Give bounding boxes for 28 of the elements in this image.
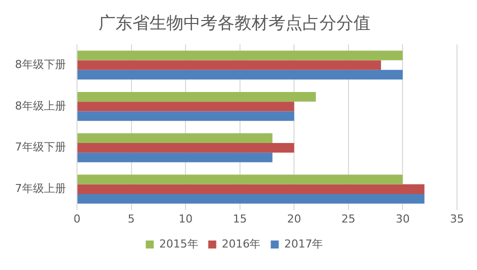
- x-tick-label: 15: [232, 212, 247, 226]
- x-tick-label: 35: [450, 212, 464, 226]
- bar: [78, 92, 316, 102]
- legend-label: 2016年: [222, 237, 261, 250]
- x-tick-label: 25: [341, 212, 356, 226]
- x-tick-label: 5: [128, 212, 135, 226]
- bar: [78, 174, 403, 184]
- y-tick-label: 8年级下册: [15, 58, 66, 71]
- y-tick-label: 7年级上册: [15, 182, 66, 195]
- legend-label: 2017年: [284, 237, 324, 250]
- x-tick-label: 30: [396, 212, 410, 226]
- legend-label: 2015年: [159, 237, 198, 250]
- bar: [78, 142, 294, 153]
- x-tick-label: 20: [287, 212, 302, 226]
- bar: [78, 152, 272, 162]
- bar: [78, 102, 294, 112]
- y-tick-label: 7年级下册: [15, 140, 66, 154]
- x-tick-label: 10: [178, 212, 193, 226]
- bar: [78, 184, 424, 194]
- bar: [78, 133, 272, 143]
- chart-title: 广东省生物中考各教材考点占分分值: [98, 14, 370, 34]
- y-tick-label: 8年级上册: [15, 99, 66, 112]
- x-tick-label: 0: [74, 212, 80, 226]
- bar: [78, 111, 294, 121]
- bar: [78, 60, 381, 70]
- bar: [78, 194, 424, 204]
- bar: [78, 50, 403, 60]
- bar: [78, 70, 403, 80]
